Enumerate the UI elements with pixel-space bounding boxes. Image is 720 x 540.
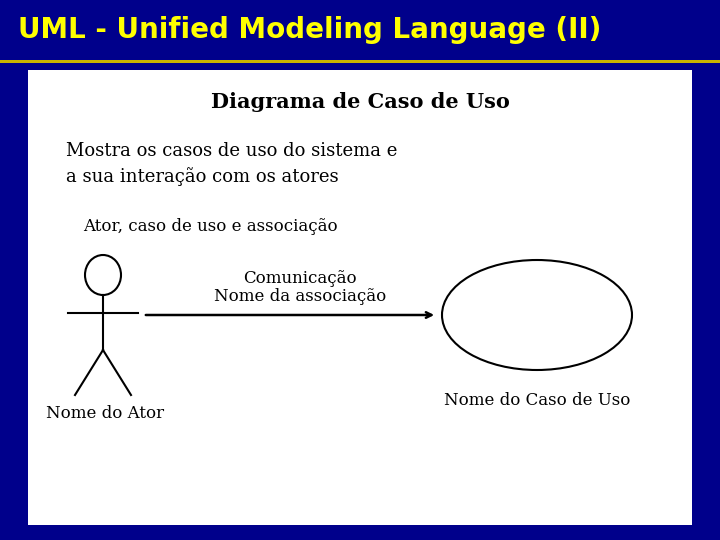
FancyBboxPatch shape [0,0,720,60]
Text: Mostra os casos de uso do sistema e
a sua interação com os atores: Mostra os casos de uso do sistema e a su… [66,142,397,186]
FancyBboxPatch shape [0,60,720,63]
Text: Nome do Ator: Nome do Ator [46,405,164,422]
Text: Diagrama de Caso de Uso: Diagrama de Caso de Uso [210,92,510,112]
Text: Nome da associação: Nome da associação [214,288,386,305]
Text: Ator, caso de uso e associação: Ator, caso de uso e associação [83,218,338,235]
Ellipse shape [442,260,632,370]
Text: Nome do Caso de Uso: Nome do Caso de Uso [444,392,630,409]
Text: UML - Unified Modeling Language (II): UML - Unified Modeling Language (II) [18,16,601,44]
Ellipse shape [85,255,121,295]
Text: Comunicação: Comunicação [243,270,357,287]
FancyBboxPatch shape [28,70,692,525]
